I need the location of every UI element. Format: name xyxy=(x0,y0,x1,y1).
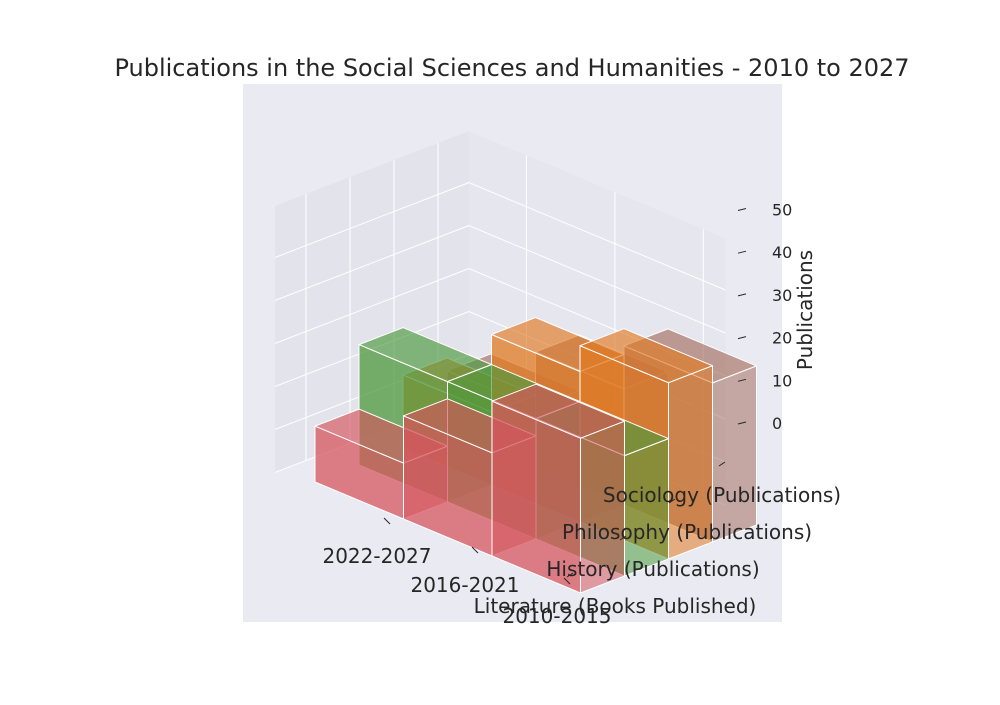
z-tick-label-5: 50 xyxy=(772,201,792,220)
y-tick-2 xyxy=(668,498,676,504)
y-tick-label-1: History (Publications) xyxy=(546,557,759,581)
z-tick-label-3: 30 xyxy=(772,286,792,305)
z-tick-label-1: 10 xyxy=(772,371,792,390)
z-gridline-4 xyxy=(275,225,726,334)
z-axis-label: Publications xyxy=(793,250,817,370)
bar-0-2 xyxy=(491,383,625,594)
chart-title: Publications in the Social Sciences and … xyxy=(114,54,909,82)
x-tick-2 xyxy=(383,517,391,525)
y-tick-label-2: Philosophy (Publications) xyxy=(562,520,812,544)
z-tick-4 xyxy=(737,250,747,254)
z-tick-label-0: 0 xyxy=(772,414,782,433)
z-tick-2 xyxy=(737,336,747,340)
z-tick-1 xyxy=(737,378,747,382)
y-tick-0 xyxy=(566,572,574,578)
y-tick-1 xyxy=(619,535,627,541)
z-tick-3 xyxy=(737,293,747,297)
x-tick-label-1: 2016-2021 xyxy=(410,573,519,597)
x-tick-label-0: 2010-2015 xyxy=(502,604,611,628)
y-tick-3 xyxy=(718,461,726,467)
bars-group xyxy=(314,317,757,594)
z-tick-0 xyxy=(737,421,747,425)
z-tick-5 xyxy=(737,208,747,211)
y-tick-label-3: Sociology (Publications) xyxy=(603,483,841,507)
y-tick-label-0: Literature (Books Published) xyxy=(474,594,757,618)
x-tick-label-2: 2022-2027 xyxy=(322,544,431,568)
ticks-group: 2010-2015 2016-2021 2022-2027 Literature (B… xyxy=(322,201,841,629)
z-tick-label-2: 20 xyxy=(772,329,792,348)
z-gridline-5 xyxy=(275,182,726,291)
x-tick-0 xyxy=(563,577,571,585)
z-tick-label-4: 40 xyxy=(772,243,792,262)
x-tick-1 xyxy=(471,546,479,554)
